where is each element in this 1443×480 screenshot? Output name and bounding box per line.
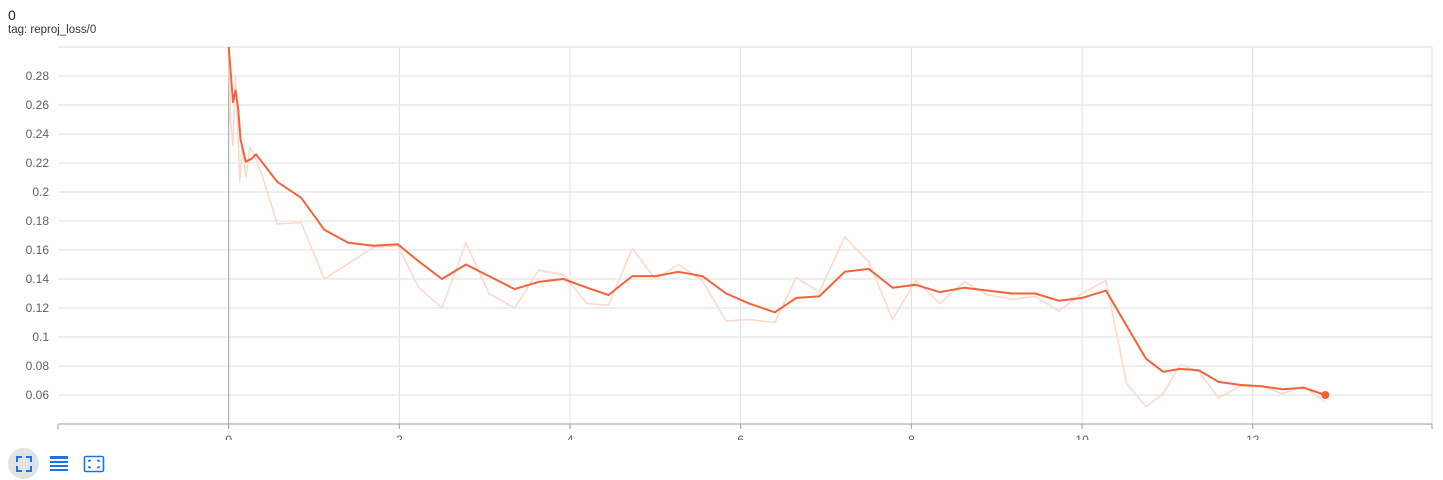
y-tick-label: 0.08 xyxy=(26,359,50,373)
tag-label: tag: reproj_loss/0 xyxy=(8,24,97,36)
axis-layer: 0.06 0.08 0.1 0.12 0.14 0.16 0.18 0.2 0.22 0.24 0.… xyxy=(26,69,1433,440)
y-tick-label: 0.18 xyxy=(26,214,50,228)
y-tick-label: 0.2 xyxy=(32,185,49,199)
x-tick-label: 0 xyxy=(225,433,232,440)
x-tick-label: 8 xyxy=(908,433,915,440)
card-title: 0 xyxy=(8,7,16,23)
smoothed-series-line xyxy=(227,46,1326,396)
grid-layer xyxy=(58,46,1433,424)
x-tick-label: 6 xyxy=(737,433,744,440)
series-layer xyxy=(227,46,1330,408)
raw-series-line xyxy=(227,46,1326,408)
fit-domain-button[interactable] xyxy=(78,448,109,479)
y-tick-label: 0.1 xyxy=(32,330,49,344)
y-tick-label: 0.06 xyxy=(26,388,50,402)
y-tick-label: 0.16 xyxy=(26,243,50,257)
fullscreen-button[interactable] xyxy=(8,448,39,479)
y-tick-label: 0.28 xyxy=(26,69,50,83)
y-tick-label: 0.22 xyxy=(26,156,50,170)
x-tick-label: 2 xyxy=(396,433,403,440)
fullscreen-icon xyxy=(15,455,32,472)
fit-domain-icon xyxy=(83,455,104,472)
line-chart[interactable]: 0.06 0.08 0.1 0.12 0.14 0.16 0.18 0.2 0.22 0.24 0.… xyxy=(0,0,1443,440)
data-table-icon xyxy=(49,455,68,471)
x-tick-label: 12 xyxy=(1246,433,1260,440)
x-tick-label: 10 xyxy=(1075,433,1089,440)
y-tick-label: 0.12 xyxy=(26,301,50,315)
y-tick-label: 0.26 xyxy=(26,98,50,112)
last-point-marker xyxy=(1321,391,1330,399)
data-table-button[interactable] xyxy=(43,448,74,479)
x-tick-label: 4 xyxy=(567,433,574,440)
y-tick-label: 0.24 xyxy=(26,127,50,141)
chart-toolbar xyxy=(8,448,109,479)
y-tick-label: 0.14 xyxy=(26,272,50,286)
